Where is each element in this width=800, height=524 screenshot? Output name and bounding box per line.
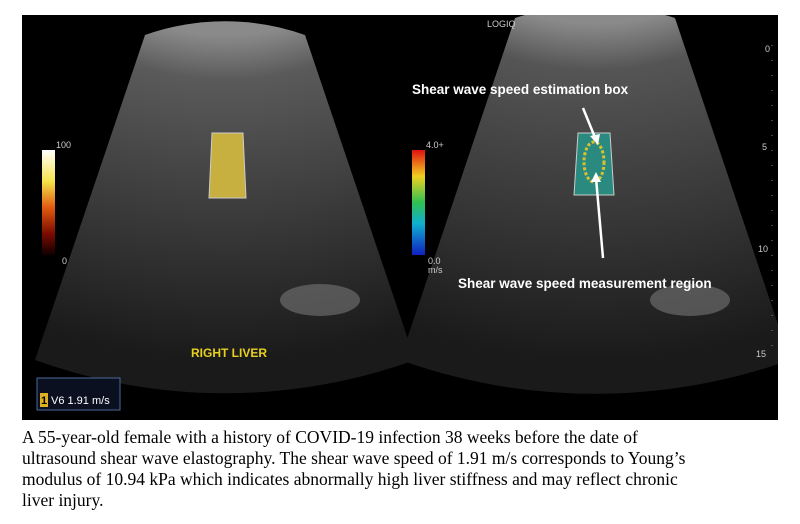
measure-text: V6 1.91 m/s — [51, 395, 110, 407]
roi — [582, 140, 606, 184]
swe-box — [573, 132, 615, 196]
structure — [280, 284, 360, 316]
region-label: RIGHT LIVER — [191, 346, 267, 360]
scale-unit: m/s — [428, 265, 443, 275]
structure — [650, 284, 730, 316]
depth-label: 0 — [765, 44, 770, 54]
measure-box — [36, 377, 121, 411]
scale-max: 4.0+ — [426, 140, 444, 150]
depth-label: 15 — [756, 349, 766, 359]
brand: LOGIQ — [487, 19, 516, 29]
depth-label: 5 — [762, 142, 767, 152]
scale-min: 0 — [62, 256, 67, 266]
measure-index: 1 — [41, 395, 47, 407]
caption-line: liver injury. — [22, 490, 103, 510]
color-bar — [412, 150, 425, 255]
arrow — [581, 107, 598, 141]
caption-line: modulus of 10.94 kPa which indicates abn… — [22, 469, 678, 489]
arrowhead — [591, 172, 601, 182]
index-badge — [40, 393, 48, 407]
caption-line: ultrasound shear wave elastography. The … — [22, 448, 686, 468]
elasto-box — [208, 132, 247, 199]
arrow — [594, 177, 605, 259]
scale-max: 100 — [56, 140, 71, 150]
depth-label: 10 — [758, 244, 768, 254]
caption-line: A 55-year-old female with a history of C… — [22, 427, 638, 447]
scale-min: 0.0 — [428, 256, 441, 266]
annotation: Shear wave speed estimation box — [412, 82, 629, 97]
arrowhead — [590, 134, 600, 145]
annotation: Shear wave speed measurement region — [458, 276, 712, 291]
color-bar — [42, 150, 55, 255]
